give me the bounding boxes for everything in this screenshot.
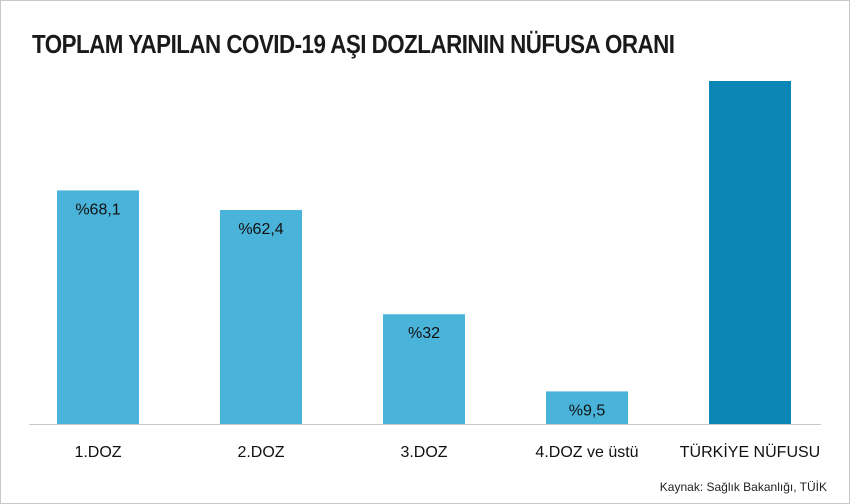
category-label-5: TÜRKİYE NÜFUSU: [680, 442, 820, 461]
data-label-1: %68,1: [75, 201, 120, 218]
category-label-2: 2.DOZ: [237, 444, 284, 461]
data-label-4: %9,5: [569, 402, 606, 419]
bar-1: [57, 190, 139, 424]
bar-3: [383, 314, 465, 424]
category-label-3: 3.DOZ: [400, 444, 447, 461]
data-label-3: %32: [408, 325, 440, 342]
data-label-2: %62,4: [238, 221, 283, 238]
bar-2: [220, 209, 302, 424]
category-label-4: 4.DOZ ve üstü: [535, 444, 638, 461]
bar-4: [546, 391, 628, 424]
source-note: Kaynak: Sağlık Bakanlığı, TÜİK: [659, 480, 827, 494]
bar-5: [709, 81, 791, 424]
chart-title: TOPLAM YAPILAN COVID-19 AŞI DOZLARININ N…: [32, 29, 675, 59]
category-label-1: 1.DOZ: [74, 444, 121, 461]
